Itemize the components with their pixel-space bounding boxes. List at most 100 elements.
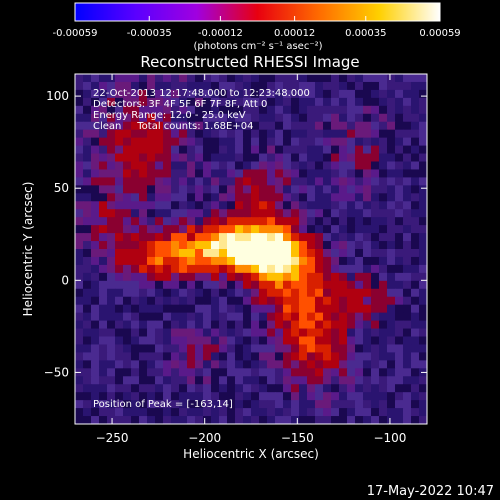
heatmap-cell — [307, 97, 316, 107]
heatmap-cell — [331, 161, 340, 171]
heatmap-cell — [411, 177, 420, 186]
heatmap-cell — [363, 169, 372, 179]
heatmap-cell — [347, 392, 356, 401]
heatmap-cell — [139, 344, 148, 354]
heatmap-cell — [419, 145, 427, 155]
heatmap-cell — [363, 304, 372, 314]
heatmap-cell — [315, 280, 324, 290]
heatmap-cell — [331, 217, 340, 226]
heatmap-cell — [371, 129, 380, 139]
heatmap-cell — [259, 97, 268, 107]
heatmap-cell — [131, 241, 140, 250]
heatmap-cell — [171, 264, 180, 274]
heatmap-cell — [379, 201, 388, 210]
heatmap-cell — [387, 360, 396, 369]
heatmap-cell — [155, 360, 164, 369]
heatmap-cell — [419, 312, 427, 322]
heatmap-cell — [155, 296, 164, 306]
heatmap-cell — [315, 185, 324, 194]
heatmap-cell — [267, 153, 276, 163]
heatmap-cell — [315, 344, 324, 354]
heatmap-cell — [99, 400, 108, 409]
heatmap-cell — [299, 392, 308, 401]
heatmap-cell — [403, 177, 412, 186]
heatmap-cell — [123, 272, 132, 282]
heatmap-cell — [155, 209, 164, 218]
heatmap-cell — [323, 312, 332, 322]
heatmap-cell — [251, 368, 260, 377]
heatmap-cell — [419, 121, 427, 131]
heatmap-cell — [107, 121, 116, 131]
heatmap-cell — [195, 320, 204, 330]
heatmap-cell — [283, 185, 292, 194]
heatmap-cell — [107, 408, 116, 417]
heatmap-cell — [291, 344, 300, 354]
heatmap-cell — [339, 280, 348, 290]
heatmap-cell — [275, 368, 284, 377]
heatmap-cell — [395, 296, 404, 306]
heatmap-cell — [371, 105, 380, 115]
heatmap-cell — [355, 344, 364, 354]
heatmap-cell — [411, 296, 420, 306]
heatmap-cell — [235, 320, 244, 330]
heatmap-cell — [235, 137, 244, 147]
heatmap-cell — [419, 161, 427, 171]
heatmap-cell — [203, 360, 212, 369]
heatmap-cell — [331, 264, 340, 274]
heatmap-cell — [395, 209, 404, 218]
heatmap-cell — [115, 233, 124, 242]
heatmap-cell — [251, 113, 260, 123]
heatmap-cell — [195, 145, 204, 155]
heatmap-cell — [195, 384, 204, 393]
heatmap-cell — [251, 344, 260, 354]
heatmap-cell — [251, 233, 260, 242]
heatmap-cell — [403, 74, 412, 83]
heatmap-cell — [251, 169, 260, 179]
heatmap-cell — [227, 352, 236, 361]
heatmap-cell — [403, 241, 412, 250]
heatmap-cell — [211, 201, 220, 210]
heatmap-cell — [347, 400, 356, 409]
heatmap-cell — [267, 233, 276, 242]
heatmap-cell — [131, 201, 140, 210]
heatmap-cell — [323, 400, 332, 409]
heatmap-cell — [147, 352, 156, 361]
heatmap-cell — [395, 81, 404, 91]
heatmap-cell — [195, 185, 204, 194]
heatmap-cell — [291, 217, 300, 226]
heatmap-cell — [355, 352, 364, 361]
heatmap-cell — [107, 185, 116, 194]
heatmap-cell — [187, 416, 196, 424]
heatmap-cell — [83, 121, 92, 131]
heatmap-cell — [299, 352, 308, 361]
heatmap-cell — [387, 344, 396, 354]
heatmap-cell — [371, 249, 380, 258]
heatmap-cell — [91, 368, 100, 377]
heatmap-cell — [219, 352, 228, 361]
heatmap-cell — [107, 153, 116, 163]
heatmap-cell — [107, 74, 116, 83]
heatmap-cell — [163, 217, 172, 226]
heatmap-cell — [299, 177, 308, 186]
heatmap-cell — [251, 105, 260, 115]
heatmap-cell — [195, 121, 204, 131]
heatmap-cell — [283, 201, 292, 210]
heatmap-cell — [275, 209, 284, 218]
heatmap-cell — [379, 209, 388, 218]
heatmap-cell — [355, 249, 364, 258]
heatmap-cell — [339, 304, 348, 314]
heatmap-cell — [187, 408, 196, 417]
heatmap-cell — [259, 336, 268, 346]
heatmap-cell — [379, 161, 388, 171]
heatmap-cell — [75, 74, 84, 83]
heatmap-cell — [307, 256, 316, 266]
heatmap-cell — [267, 400, 276, 409]
heatmap-cell — [171, 384, 180, 393]
heatmap-cell — [387, 193, 396, 202]
heatmap-cell — [395, 121, 404, 131]
heatmap-cell — [179, 384, 188, 393]
heatmap-cell — [411, 81, 420, 91]
heatmap-cell — [99, 408, 108, 417]
heatmap-cell — [91, 185, 100, 194]
